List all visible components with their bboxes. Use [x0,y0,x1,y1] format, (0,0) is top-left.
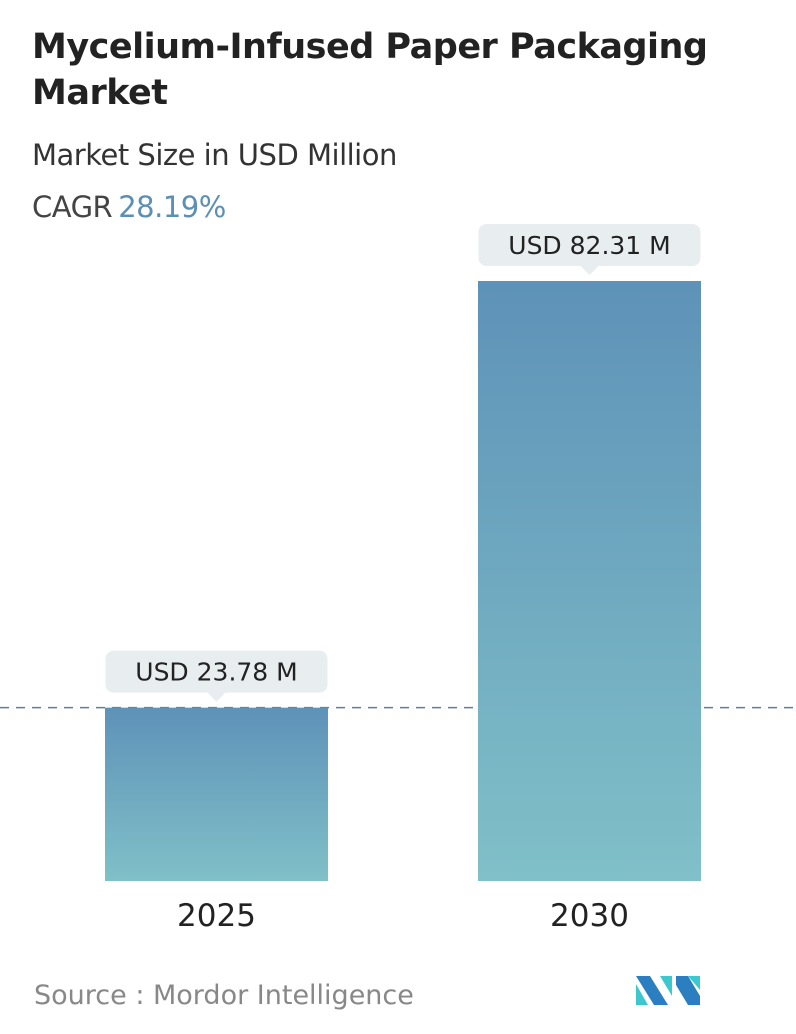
data-label-pointer [207,692,226,702]
data-label-box [478,224,701,266]
cagr-label: CAGR [32,190,113,224]
source-text: Source : Mordor Intelligence [34,980,414,1011]
data-label-box [105,650,328,693]
data-label: USD 82.31 M [508,231,670,260]
data-label-pointer [580,266,599,275]
cagr-value: 28.19% [118,190,226,224]
bar-2030 [478,281,701,881]
x-tick-label: 2030 [550,898,629,934]
data-label: USD 23.78 M [135,658,297,687]
chart-title: Mycelium-Infused Paper Packaging Market [32,27,708,113]
bar-2025 [105,707,328,881]
cagr: CAGR 28.19% [32,190,226,224]
chart-subtitle: Market Size in USD Million [32,138,397,172]
x-tick-label: 2025 [177,898,256,934]
